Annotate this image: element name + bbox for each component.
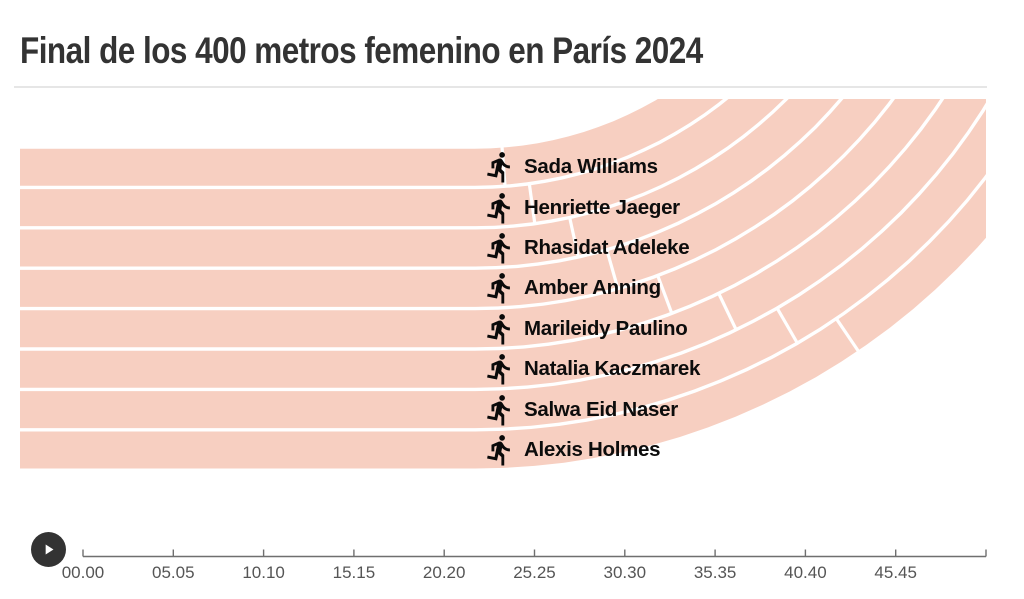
runner-icon [487, 192, 510, 224]
lane-1 [20, 99, 724, 186]
runner-name: Natalia Kaczmarek [524, 357, 701, 381]
lane-3 [20, 99, 839, 267]
axis-tick-label: 15.15 [333, 563, 376, 582]
runner-row-lane-5: Marileidy Paulino [483, 312, 688, 346]
runner-name: Sada Williams [524, 155, 658, 179]
play-icon [45, 544, 54, 555]
lane-6 [20, 99, 986, 388]
lane-5-start-line [656, 275, 674, 314]
lane-8 [20, 179, 986, 469]
runner-icon [487, 233, 510, 264]
runner-icon [487, 313, 510, 345]
lane-7 [20, 109, 986, 429]
runner-icon [487, 394, 510, 426]
runner-name: Rhasidat Adeleke [524, 236, 690, 259]
lane-2-start-line [527, 184, 537, 224]
runner-row-lane-1: Sada Williams [483, 150, 658, 184]
page-title: Final de los 400 metros femenino en Parí… [20, 30, 703, 71]
axis-tick-label: 05.05 [152, 563, 195, 582]
lane-7-start-line [776, 307, 799, 344]
lane-8-start-line [835, 318, 860, 353]
lane-5 [20, 99, 941, 348]
runner-row-lane-4: Amber Anning [483, 271, 661, 305]
runner-row-lane-6: Natalia Kaczmarek [483, 352, 700, 386]
runner-name: Salwa Eid Naser [524, 397, 678, 421]
lane-6-start-line [717, 293, 738, 330]
axis-tick-label: 30.30 [604, 563, 647, 582]
lane-3-start-line [568, 217, 580, 257]
runner-icon [487, 273, 510, 304]
runner-row-lane-7: Salwa Eid Naser [483, 393, 678, 427]
axis-tick-label: 25.25 [513, 563, 556, 582]
runner-icon [487, 152, 510, 183]
runner-name: Marileidy Paulino [524, 316, 688, 340]
runner-name: Alexis Holmes [524, 438, 661, 461]
runner-name: Henriette Jaeger [524, 195, 680, 219]
play-button[interactable] [31, 532, 66, 567]
runner-icon [487, 435, 510, 466]
runner-icon [487, 354, 510, 385]
runner-row-lane-3: Rhasidat Adeleke [483, 231, 690, 265]
runner-row-lane-8: Alexis Holmes [483, 433, 661, 467]
axis-tick-label: 35.35 [694, 563, 737, 582]
axis-tick-label: 40.40 [784, 563, 827, 582]
axis-tick-label: 20.20 [423, 563, 466, 582]
axis-tick-label: 00.00 [62, 563, 105, 582]
lane-4-start-line [605, 250, 620, 289]
lane-4 [20, 99, 891, 307]
runner-name: Amber Anning [524, 276, 661, 300]
lane-2 [20, 99, 784, 227]
title-divider [14, 86, 987, 88]
axis-tick-label: 45.45 [874, 563, 917, 582]
runner-row-lane-2: Henriette Jaeger [483, 191, 680, 225]
axis-tick-label: 10.10 [242, 563, 285, 582]
